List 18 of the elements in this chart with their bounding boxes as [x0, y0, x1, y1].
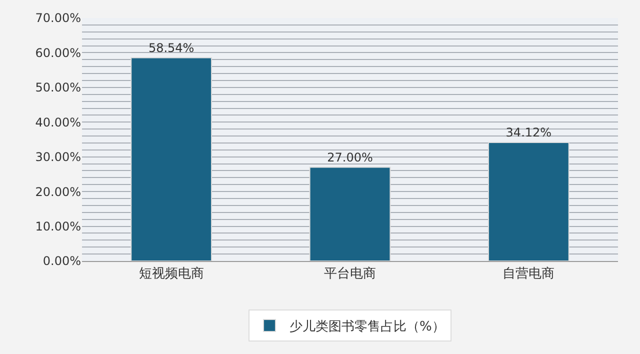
- bar: [130, 57, 212, 261]
- y-tick-label: 30.00%: [35, 150, 81, 164]
- y-tick-label: 10.00%: [35, 219, 81, 234]
- data-label: 58.54%: [148, 40, 194, 55]
- x-tick-label: 自营电商: [502, 266, 555, 282]
- y-tick-label: 60.00%: [35, 46, 81, 60]
- x-tick-label: 平台电商: [324, 266, 376, 282]
- y-tick-label: 50.00%: [35, 80, 81, 95]
- legend-label: 少儿类图书零售占比（%）: [290, 320, 445, 335]
- y-tick-label: 70.00%: [35, 11, 81, 26]
- y-tick-label: 20.00%: [35, 184, 81, 199]
- bar: [309, 166, 391, 261]
- x-tick-label: 短视频电商: [138, 266, 204, 282]
- y-tick-label: 40.00%: [35, 115, 81, 130]
- bar: [488, 142, 570, 261]
- data-label: 27.00%: [327, 150, 373, 164]
- data-label: 34.12%: [506, 126, 552, 140]
- y-tick-label: 0.00%: [42, 254, 81, 268]
